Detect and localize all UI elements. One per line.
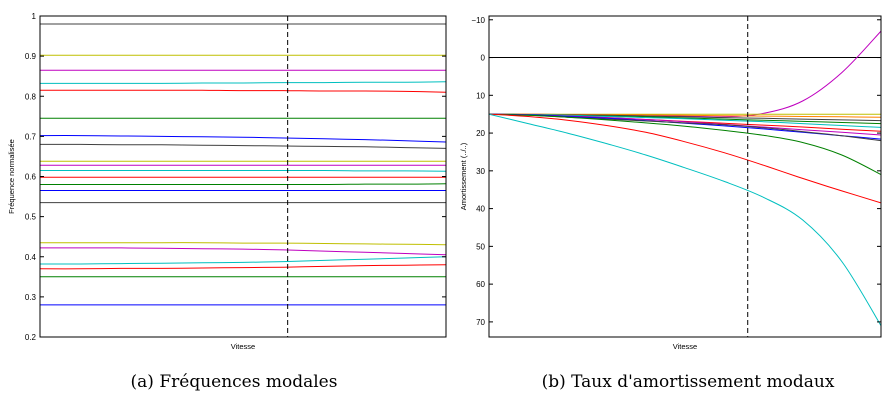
y-axis-label: Fréquence normalisée [7,139,16,214]
plot-frame [488,15,882,338]
series-line-12 [489,113,881,176]
series-line-15 [40,135,446,143]
y-tick-label: 0.2 [25,333,37,342]
chart-panel-frequencies: 0.2 0.3 0.4 0.5 0.6 0.7 0.8 0.9 1 Vitesse Fréque… [7,12,447,392]
y-ticks: 0.2 0.3 0.4 0.5 0.6 0.7 0.8 0.9 1 [25,12,446,342]
y-tick-label: 0.8 [25,92,37,101]
y-tick-label: 0.6 [25,173,37,182]
series-line-11 [40,169,446,172]
y-tick-label: 0.5 [25,213,37,222]
y-tick-label: 10 [476,91,485,100]
series-line-17 [40,89,446,93]
x-axis-label: Vitesse [231,342,255,351]
series-line-14 [489,113,881,326]
series-line-7 [489,113,881,128]
series-line-5 [40,247,446,256]
series-line-18 [40,81,446,84]
y-tick-label: 70 [476,318,485,327]
series-line-14 [40,143,446,149]
caption-b: (b) Taux d'amortissement modaux [542,372,835,392]
y-tick-label: 30 [476,167,485,176]
y-tick-label: 50 [476,242,485,251]
caption-a: (a) Fréquences modales [131,372,338,392]
series-line-6 [40,242,446,246]
y-axis-label: Amortissement (../..) [459,142,468,210]
x-axis-label: Vitesse [673,342,697,351]
y-tick-label: 0.7 [25,132,37,141]
chart-panel-damping: −10 0 10 20 30 40 50 60 70 Vitesse Amortissement… [459,15,882,392]
y-tick-label: −10 [471,16,485,25]
series-line-4 [40,256,446,265]
series-line-13 [489,113,881,204]
y-tick-label: 0.9 [25,52,37,61]
series-line-2 [489,30,881,118]
y-tick-label: 20 [476,129,485,138]
y-tick-label: 40 [476,205,485,214]
series-lines [40,23,446,306]
y-ticks: −10 0 10 20 30 40 50 60 70 [471,16,881,327]
y-tick-label: 0.3 [25,293,37,302]
plot-frame [39,15,447,338]
series-line-3 [40,264,446,270]
series-lines [489,30,881,326]
y-tick-label: 1 [32,12,37,21]
y-tick-label: 0.4 [25,253,37,262]
series-line-9 [40,183,446,186]
y-tick-label: 0 [481,54,486,63]
y-tick-label: 60 [476,280,485,289]
